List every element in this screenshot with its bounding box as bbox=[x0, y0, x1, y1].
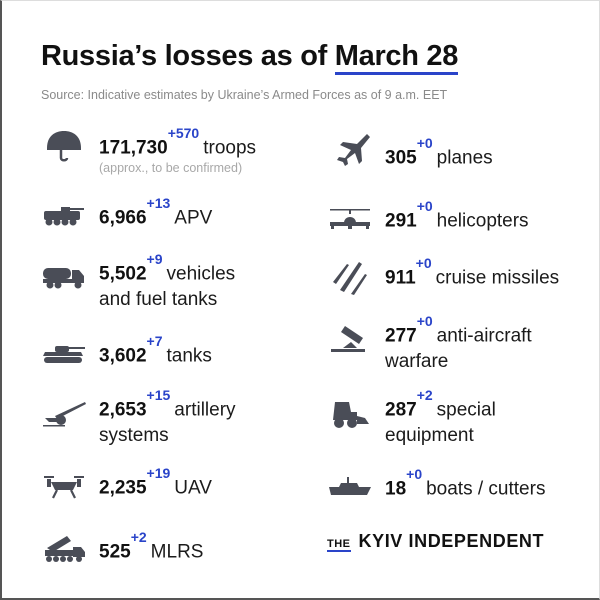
mlrs-value: 525 bbox=[99, 541, 131, 563]
artillery-value: 2,653 bbox=[99, 399, 147, 421]
uav-delta: +19 bbox=[146, 465, 171, 481]
tanks-label: tanks bbox=[166, 345, 212, 367]
tank-icon bbox=[41, 336, 87, 372]
stat-mlrs: 525+2MLRS bbox=[41, 529, 204, 568]
troops-delta: +570 bbox=[167, 125, 200, 141]
apv-value: 6,966 bbox=[99, 207, 147, 229]
helmet-icon bbox=[41, 128, 87, 164]
apv-delta: +13 bbox=[146, 195, 171, 211]
stat-anti-aircraft: 277+0anti-aircraft warfare bbox=[327, 313, 532, 375]
vehicles-delta: +9 bbox=[146, 251, 163, 267]
special-equipment-delta: +2 bbox=[416, 387, 433, 403]
tanks-value: 3,602 bbox=[99, 345, 147, 367]
ship-icon bbox=[327, 469, 373, 505]
stat-cruise-missiles: 911+0cruise missiles bbox=[327, 255, 560, 296]
page-title: Russia’s losses as of March 28 bbox=[41, 40, 458, 75]
artillery-label: artillery bbox=[174, 399, 236, 421]
planes-delta: +0 bbox=[416, 135, 433, 151]
boats-value: 18 bbox=[385, 478, 407, 500]
kyiv-independent-logo: THE KYIV INDEPENDENT bbox=[327, 531, 544, 552]
stat-uav: 2,235+19UAV bbox=[41, 465, 212, 504]
uav-label: UAV bbox=[174, 477, 212, 499]
anti-aircraft-icon bbox=[327, 322, 373, 358]
anti-aircraft-delta: +0 bbox=[416, 313, 433, 329]
title-prefix: Russia’s losses as of bbox=[41, 40, 335, 72]
drone-icon bbox=[41, 468, 87, 504]
helicopters-value: 291 bbox=[385, 210, 417, 232]
anti-aircraft-label-line2: warfare bbox=[385, 351, 449, 373]
stat-tanks: 3,602+7tanks bbox=[41, 333, 212, 372]
planes-label: planes bbox=[436, 147, 493, 169]
apv-icon bbox=[41, 198, 87, 234]
cruise-missiles-label: cruise missiles bbox=[435, 267, 560, 289]
boats-delta: +0 bbox=[406, 466, 423, 482]
logo-name: KYIV INDEPENDENT bbox=[358, 531, 545, 551]
loader-icon bbox=[327, 396, 373, 432]
troops-note: (approx., to be confirmed) bbox=[99, 161, 243, 176]
helicopters-label: helicopters bbox=[436, 210, 529, 232]
artillery-label-line2: systems bbox=[99, 425, 169, 447]
apv-label: APV bbox=[174, 207, 213, 229]
stat-artillery: 2,653+15artillery systems bbox=[41, 387, 236, 449]
mlrs-delta: +2 bbox=[130, 529, 147, 545]
missile-icon bbox=[327, 260, 373, 296]
source-note: Source: Indicative estimates by Ukraine’… bbox=[41, 88, 448, 102]
helicopter-icon bbox=[327, 201, 373, 237]
title-date: March 28 bbox=[334, 40, 458, 75]
fuel-truck-icon bbox=[41, 258, 87, 294]
anti-aircraft-value: 277 bbox=[385, 325, 417, 347]
artillery-icon bbox=[41, 396, 87, 432]
jet-icon bbox=[327, 132, 373, 168]
stat-apv: 6,966+13APV bbox=[41, 195, 213, 234]
mlrs-icon bbox=[41, 532, 87, 568]
special-equipment-label: special bbox=[436, 399, 496, 421]
planes-value: 305 bbox=[385, 147, 417, 169]
stat-special-equipment: 287+2special equipment bbox=[327, 387, 496, 449]
stat-vehicles: 5,502+9vehicles and fuel tanks bbox=[41, 251, 236, 313]
vehicles-label: vehicles bbox=[166, 263, 236, 285]
cruise-missiles-delta: +0 bbox=[415, 255, 432, 271]
uav-value: 2,235 bbox=[99, 477, 147, 499]
special-equipment-value: 287 bbox=[385, 399, 417, 421]
stat-troops: 171,730+570troops (approx., to be confirm… bbox=[41, 125, 257, 176]
mlrs-label: MLRS bbox=[150, 541, 204, 563]
artillery-delta: +15 bbox=[146, 387, 171, 403]
tanks-delta: +7 bbox=[146, 333, 163, 349]
vehicles-value: 5,502 bbox=[99, 263, 147, 285]
stat-planes: 305+0planes bbox=[327, 134, 493, 171]
cruise-missiles-value: 911 bbox=[385, 267, 416, 289]
vehicles-label-line2: and fuel tanks bbox=[99, 289, 218, 311]
boats-label: boats / cutters bbox=[426, 478, 546, 500]
stat-helicopters: 291+0helicopters bbox=[327, 198, 529, 237]
troops-label: troops bbox=[203, 137, 257, 159]
troops-value: 171,730 bbox=[99, 137, 168, 159]
anti-aircraft-label: anti-aircraft bbox=[436, 325, 532, 347]
logo-the: THE bbox=[327, 538, 351, 552]
stat-boats: 18+0boats / cutters bbox=[327, 466, 546, 505]
helicopters-delta: +0 bbox=[416, 198, 433, 214]
special-equipment-label-line2: equipment bbox=[385, 425, 474, 447]
